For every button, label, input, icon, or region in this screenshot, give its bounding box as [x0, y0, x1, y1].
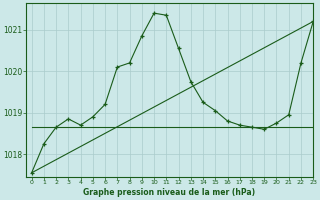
X-axis label: Graphe pression niveau de la mer (hPa): Graphe pression niveau de la mer (hPa)	[83, 188, 255, 197]
